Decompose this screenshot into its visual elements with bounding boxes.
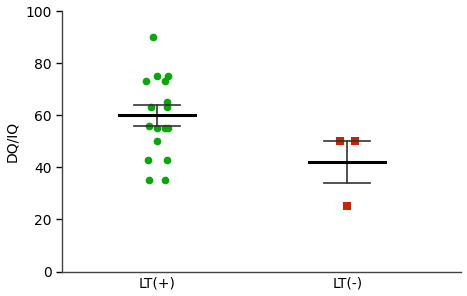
Y-axis label: DQ/IQ: DQ/IQ [6, 121, 20, 162]
